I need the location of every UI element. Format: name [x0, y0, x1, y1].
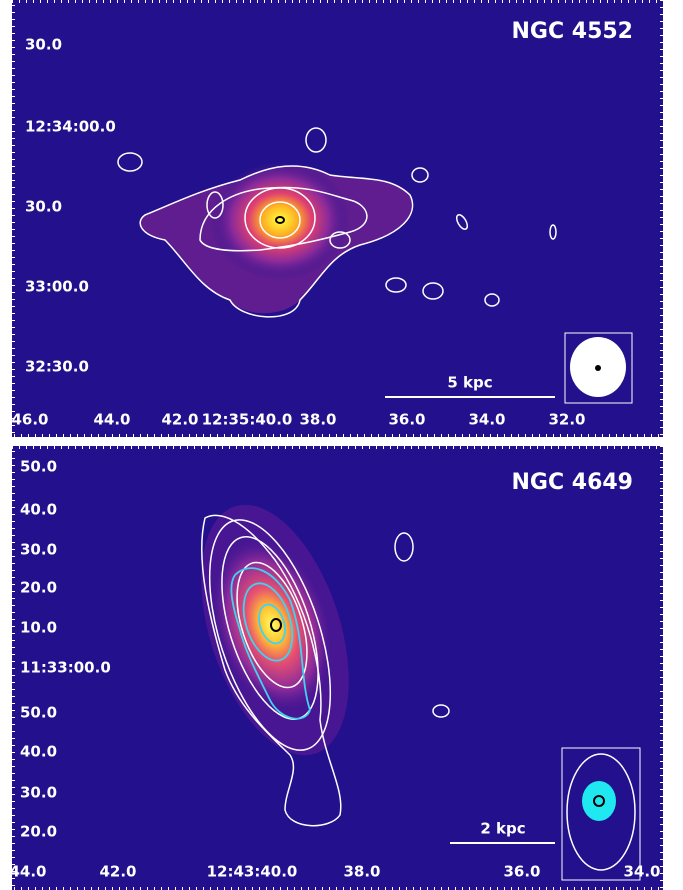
contour: [422, 282, 444, 300]
y-tick-label: 10.0: [20, 619, 57, 637]
contour: [394, 532, 414, 562]
x-tick-label: 12:35:40.0: [202, 411, 293, 429]
x-tick-label: 12:43:40.0: [207, 863, 298, 881]
x-tick-label: 42.0: [161, 411, 198, 429]
beam-center: [593, 795, 605, 807]
emission-core: [210, 160, 350, 280]
y-tick-label: 40.0: [20, 501, 57, 519]
y-tick-label: 20.0: [20, 823, 57, 841]
contour: [208, 519, 332, 751]
scale-bar-label: 2 kpc: [480, 820, 525, 838]
contour: [411, 167, 429, 183]
beam-box: [564, 332, 633, 404]
contour-cyan: [258, 603, 286, 645]
contour: [259, 201, 301, 239]
beam-outline: [566, 753, 636, 871]
y-tick-label: 12:34:00.0: [25, 118, 116, 136]
x-tick-label: 42.0: [99, 863, 136, 881]
y-tick-label: 30.0: [20, 541, 57, 559]
y-tick-label: 32:30.0: [25, 358, 89, 376]
y-tick-label: 33:00.0: [25, 278, 89, 296]
contour: [139, 165, 414, 318]
x-tick-label: 36.0: [503, 863, 540, 881]
y-tick-label: 50.0: [20, 704, 57, 722]
x-tick-label: 36.0: [388, 411, 425, 429]
contour: [305, 127, 327, 153]
contour: [432, 704, 450, 718]
beam-center: [595, 365, 601, 371]
contour: [329, 231, 351, 249]
panel-title: NGC 4552: [511, 19, 633, 44]
x-tick-label: 44.0: [93, 411, 130, 429]
panel-ngc4552: [9, 0, 666, 440]
y-tick-label: 30.0: [25, 198, 62, 216]
contour-cyan: [230, 567, 311, 720]
contour: [236, 561, 308, 689]
contour: [549, 224, 557, 240]
contour: [199, 186, 368, 252]
contour: [206, 191, 224, 219]
contour: [484, 293, 500, 307]
contour: [244, 187, 316, 249]
panel-ngc4649: [9, 443, 666, 890]
x-tick-label: 38.0: [343, 863, 380, 881]
x-tick-label: 38.0: [299, 411, 336, 429]
y-tick-label: 50.0: [20, 458, 57, 476]
x-tick-label: 32.0: [548, 411, 585, 429]
y-tick-label: 11:33:00.0: [20, 659, 111, 677]
beam-box: [561, 747, 641, 881]
scale-bar-label: 5 kpc: [447, 374, 492, 392]
panel-title: NGC 4649: [511, 470, 633, 495]
x-tick-label: 34.0: [468, 411, 505, 429]
y-tick-label: 40.0: [20, 743, 57, 761]
contour-center: [270, 618, 282, 632]
contour-center: [275, 216, 285, 224]
axis-ticks: [9, 443, 666, 890]
contour-cyan: [242, 582, 294, 662]
beam: [582, 781, 616, 821]
contour: [385, 277, 407, 293]
y-tick-label: 30.0: [25, 36, 62, 54]
y-tick-label: 20.0: [20, 579, 57, 597]
x-tick-label: 46.0: [11, 411, 48, 429]
contour: [455, 214, 469, 230]
contour: [201, 514, 342, 827]
contour: [117, 152, 143, 172]
y-tick-label: 30.0: [20, 784, 57, 802]
x-tick-label: 34.0: [623, 863, 660, 881]
x-tick-label: 44.0: [9, 863, 46, 881]
